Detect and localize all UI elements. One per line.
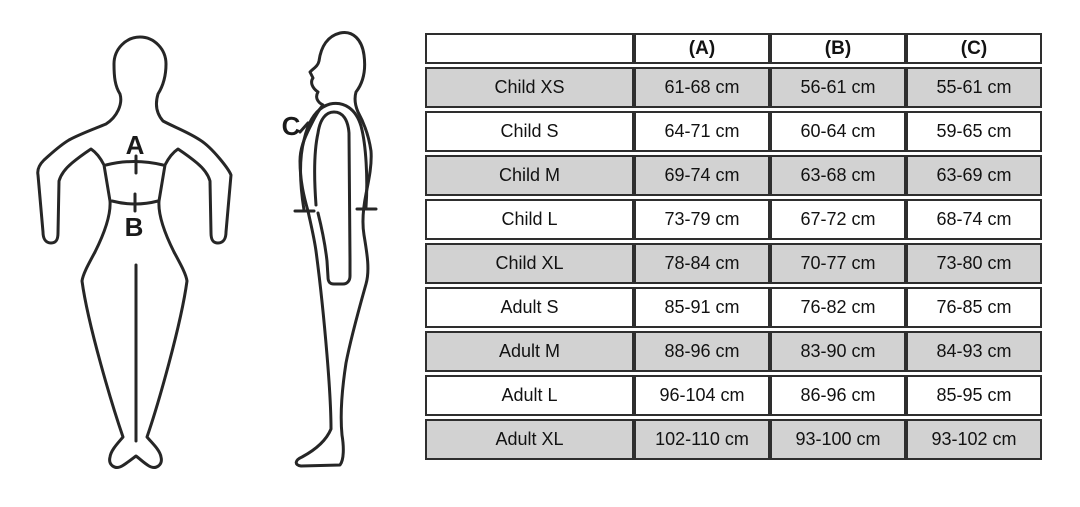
measurement-b: 86-96 cm — [770, 375, 906, 416]
size-label: Child S — [425, 111, 634, 152]
measurement-a: 64-71 cm — [634, 111, 770, 152]
measurement-c: 59-65 cm — [906, 111, 1042, 152]
size-label: Adult XL — [425, 419, 634, 460]
table-row: Child M 69-74 cm 63-68 cm 63-69 cm — [425, 155, 1042, 196]
size-label: Adult L — [425, 375, 634, 416]
header-b: (B) — [770, 33, 906, 64]
measurement-b: 93-100 cm — [770, 419, 906, 460]
measurement-b: 63-68 cm — [770, 155, 906, 196]
measurement-b: 67-72 cm — [770, 199, 906, 240]
measurement-a: 61-68 cm — [634, 67, 770, 108]
table-row: Child XL 78-84 cm 70-77 cm 73-80 cm — [425, 243, 1042, 284]
label-c: C — [282, 111, 301, 141]
measurement-a: 96-104 cm — [634, 375, 770, 416]
size-label: Child L — [425, 199, 634, 240]
measurement-b: 56-61 cm — [770, 67, 906, 108]
header-c: (C) — [906, 33, 1042, 64]
measurement-b: 70-77 cm — [770, 243, 906, 284]
measurement-c: 73-80 cm — [906, 243, 1042, 284]
measurement-a: 69-74 cm — [634, 155, 770, 196]
table-row: Adult S 85-91 cm 76-82 cm 76-85 cm — [425, 287, 1042, 328]
measurement-a: 102-110 cm — [634, 419, 770, 460]
size-table-body: Child XS 61-68 cm 56-61 cm 55-61 cm Chil… — [425, 67, 1042, 460]
measurement-c: 84-93 cm — [906, 331, 1042, 372]
size-label: Adult M — [425, 331, 634, 372]
torso-measure-strap — [299, 101, 369, 212]
table-row: Adult M 88-96 cm 83-90 cm 84-93 cm — [425, 331, 1042, 372]
measurement-b: 60-64 cm — [770, 111, 906, 152]
measurement-c: 55-61 cm — [906, 67, 1042, 108]
size-label: Adult S — [425, 287, 634, 328]
header-size — [425, 33, 634, 64]
side-body-diagram: C — [282, 30, 378, 468]
table-row: Child XS 61-68 cm 56-61 cm 55-61 cm — [425, 67, 1042, 108]
measurement-c: 63-69 cm — [906, 155, 1042, 196]
measurement-b: 76-82 cm — [770, 287, 906, 328]
table-row: Child L 73-79 cm 67-72 cm 68-74 cm — [425, 199, 1042, 240]
size-label: Child M — [425, 155, 634, 196]
measurement-c: 68-74 cm — [906, 199, 1042, 240]
measurement-c: 85-95 cm — [906, 375, 1042, 416]
size-chart-table: (A) (B) (C) Child XS 61-68 cm 56-61 cm 5… — [425, 30, 1042, 463]
measurement-a: 85-91 cm — [634, 287, 770, 328]
front-body-diagram: A B — [36, 35, 233, 469]
measurement-a: 88-96 cm — [634, 331, 770, 372]
measurement-a: 78-84 cm — [634, 243, 770, 284]
table-row: Adult XL 102-110 cm 93-100 cm 93-102 cm — [425, 419, 1042, 460]
size-label: Child XL — [425, 243, 634, 284]
table-row: Child S 64-71 cm 60-64 cm 59-65 cm — [425, 111, 1042, 152]
measurement-c: 76-85 cm — [906, 287, 1042, 328]
table-row: Adult L 96-104 cm 86-96 cm 85-95 cm — [425, 375, 1042, 416]
label-c-pointer — [298, 121, 310, 134]
measurement-b: 83-90 cm — [770, 331, 906, 372]
label-b: B — [125, 212, 144, 242]
measurement-a: 73-79 cm — [634, 199, 770, 240]
side-body-outline — [294, 30, 373, 468]
header-a: (A) — [634, 33, 770, 64]
measurement-c: 93-102 cm — [906, 419, 1042, 460]
side-arm-outline — [313, 110, 352, 286]
size-label: Child XS — [425, 67, 634, 108]
table-header-row: (A) (B) (C) — [425, 33, 1042, 64]
front-body-outline — [36, 35, 233, 469]
chest-measure-line — [104, 160, 165, 167]
label-a: A — [126, 130, 145, 160]
